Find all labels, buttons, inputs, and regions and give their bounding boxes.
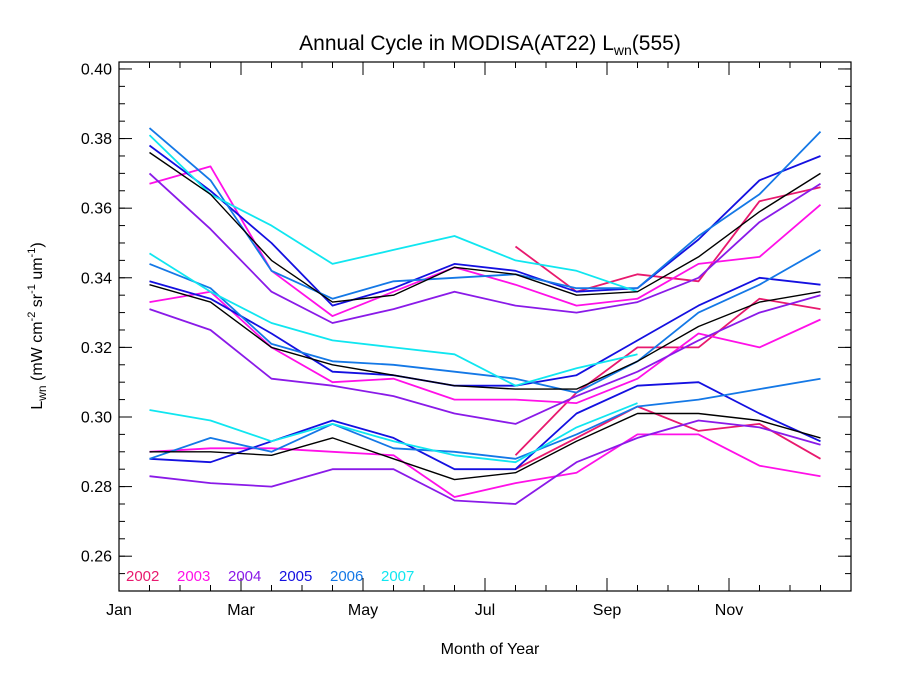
y-axis-label-symbol: L bbox=[29, 401, 46, 410]
y-tick-label: 0.38 bbox=[81, 131, 112, 148]
y-axis-label-sup1: -2 bbox=[26, 312, 38, 322]
y-tick-label: 0.32 bbox=[81, 340, 112, 357]
axis-ticks bbox=[118, 62, 852, 592]
y-axis-label: Lwn (mW cm-2 sr-1 um-1) bbox=[26, 242, 49, 409]
x-tick-label: May bbox=[348, 602, 378, 619]
x-tick-label: Jan bbox=[106, 602, 132, 619]
series-line-2006-upper bbox=[148, 127, 822, 300]
series-line-2004-upper bbox=[148, 172, 821, 324]
y-axis-label-subscript: wn bbox=[35, 385, 49, 401]
y-axis-label-sup2: -1 bbox=[26, 284, 38, 294]
y-tick-label: 0.36 bbox=[81, 201, 112, 218]
y-axis-label-sup3: -1 bbox=[26, 248, 38, 258]
plot-frame bbox=[118, 61, 852, 592]
series-line-2002-upper bbox=[514, 186, 821, 293]
series-line-2005-lower bbox=[149, 381, 821, 471]
y-axis-label-mid1: sr bbox=[29, 293, 46, 311]
y-tick-label: 0.34 bbox=[81, 270, 112, 287]
chart-title-suffix: (555) bbox=[632, 32, 681, 55]
series-line-2004-middle bbox=[149, 294, 821, 425]
chart-title-main: Annual Cycle in MODISA(AT22) L bbox=[299, 32, 614, 55]
series-line-2006-lower bbox=[149, 377, 821, 460]
tick-labels: Jan Mar May Jul Sep Nov 0.26 0.28 0.30 0.32 0.34 0.… bbox=[81, 61, 743, 619]
series-line-2007-lower bbox=[149, 402, 638, 464]
x-tick-label: Mar bbox=[227, 602, 255, 619]
y-tick-label: 0.26 bbox=[81, 549, 112, 566]
series-lines bbox=[148, 127, 822, 505]
legend-item-2005: 2005 bbox=[279, 568, 312, 585]
series-line-2004-lower bbox=[149, 419, 821, 505]
x-tick-label: Nov bbox=[715, 602, 743, 619]
y-axis-label-units: (mW cm bbox=[29, 321, 46, 385]
legend-item-2007: 2007 bbox=[381, 568, 414, 585]
y-axis-label-mid2: um bbox=[29, 257, 46, 284]
y-axis-label-close: ) bbox=[29, 242, 46, 247]
x-tick-label: Sep bbox=[593, 602, 622, 619]
y-tick-label: 0.28 bbox=[81, 479, 112, 496]
legend-item-2003: 2003 bbox=[177, 568, 210, 585]
y-tick-label: 0.40 bbox=[81, 61, 112, 78]
legend-item-2004: 2004 bbox=[228, 568, 261, 585]
series-line-mean-middle bbox=[149, 284, 821, 390]
series-line-2005-middle bbox=[149, 276, 821, 387]
chart-title-subscript: wn bbox=[613, 42, 632, 58]
series-line-mean-upper bbox=[149, 151, 821, 303]
x-axis-label: Month of Year bbox=[441, 641, 540, 658]
chart-title: Annual Cycle in MODISA(AT22) Lwn(555) bbox=[299, 32, 681, 58]
series-line-2006-middle bbox=[149, 249, 821, 394]
legend-item-2002: 2002 bbox=[126, 568, 159, 585]
legend: 2002 2003 2004 2005 2006 2007 bbox=[126, 568, 414, 585]
series-line-2007-upper bbox=[148, 134, 638, 293]
legend-item-2006: 2006 bbox=[330, 568, 363, 585]
y-tick-label: 0.30 bbox=[81, 409, 112, 426]
series-line-2007-middle bbox=[149, 252, 638, 387]
series-line-mean-lower bbox=[149, 412, 821, 481]
x-tick-label: Jul bbox=[475, 602, 495, 619]
series-line-2003-lower bbox=[149, 433, 821, 498]
